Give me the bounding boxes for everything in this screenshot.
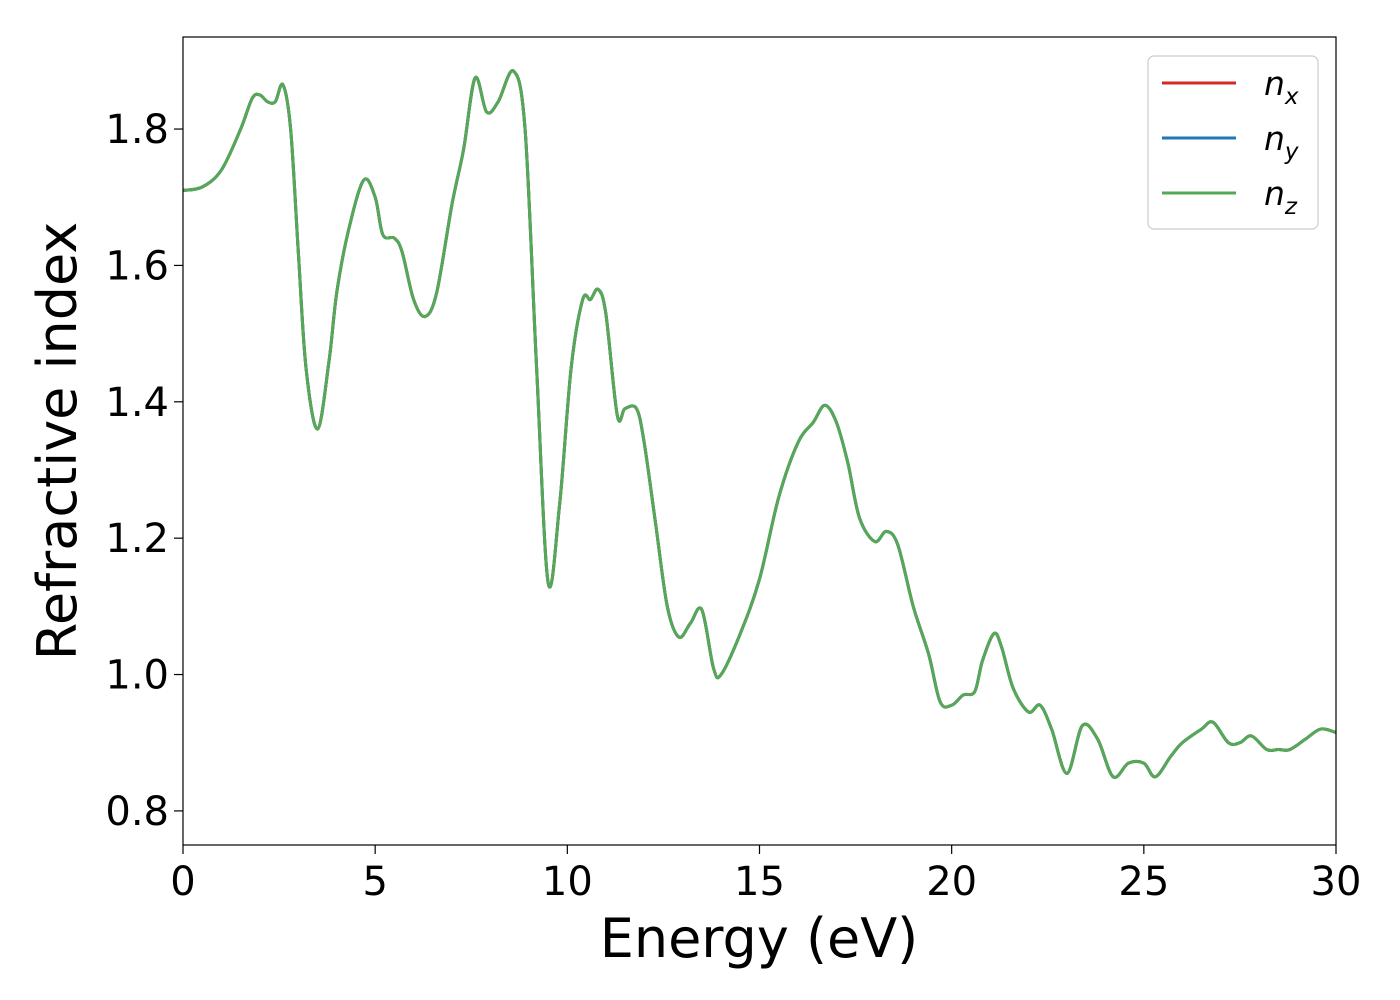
x-tick-label: 20 — [926, 859, 977, 905]
y-tick-label: 1.8 — [105, 107, 169, 153]
y-axis-label: Refractive index — [26, 222, 89, 661]
y-tick-label: 0.8 — [105, 789, 169, 835]
legend: nx ny nz — [1147, 55, 1319, 230]
y-tick-label: 1.2 — [105, 516, 169, 562]
x-axis-label: Energy (eV) — [600, 907, 919, 970]
x-tick-label: 10 — [542, 859, 593, 905]
legend-label-x: nx — [1264, 64, 1299, 110]
series-layer — [183, 69, 1336, 779]
x-tick-label: 0 — [170, 859, 195, 905]
y-tick-label: 1.0 — [105, 653, 169, 699]
series-line-n-z — [183, 69, 1336, 779]
y-axis-ticks: 0.8 1.0 1.2 1.4 1.6 1.8 — [105, 107, 183, 835]
legend-label-y: ny — [1264, 119, 1299, 165]
x-tick-label: 30 — [1311, 859, 1362, 905]
x-tick-label: 5 — [362, 859, 387, 905]
y-tick-label: 1.6 — [105, 243, 169, 289]
x-tick-label: 15 — [734, 859, 785, 905]
x-axis-ticks: 0 5 10 15 20 25 30 — [170, 845, 1361, 905]
legend-box — [1147, 55, 1319, 230]
x-tick-label: 25 — [1118, 859, 1169, 905]
legend-label-z: nz — [1264, 174, 1298, 220]
y-tick-label: 1.4 — [105, 380, 169, 426]
